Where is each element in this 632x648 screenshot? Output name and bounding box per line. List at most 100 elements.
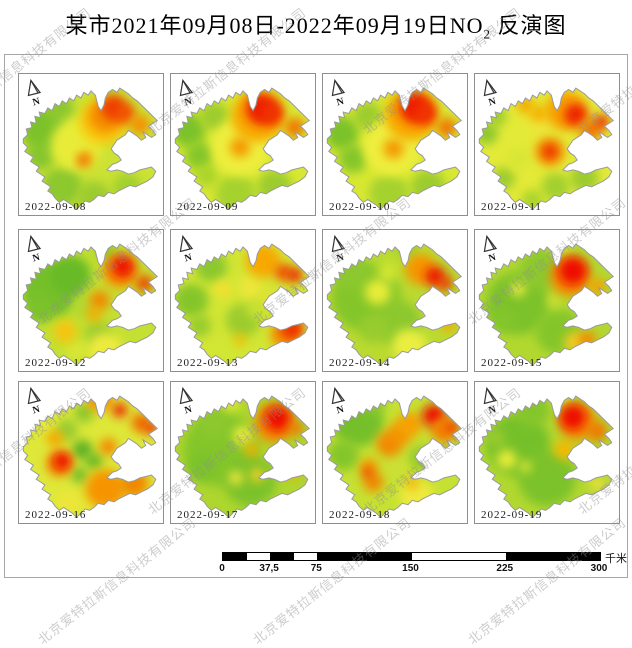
no2-hotspot bbox=[238, 275, 262, 298]
no2-raster-map bbox=[478, 395, 615, 519]
no2-raster-map bbox=[22, 243, 159, 367]
no2-hotspot bbox=[407, 445, 434, 471]
scale-tick-label: 37,5 bbox=[259, 563, 279, 574]
no2-hotspot bbox=[392, 328, 427, 363]
no2-raster-map bbox=[326, 243, 463, 367]
figure-frame: N 2022-09-08 N 2022-09-09 bbox=[4, 54, 628, 578]
no2-hotspot bbox=[287, 268, 303, 283]
no2-hotspot bbox=[185, 141, 215, 170]
scale-segment bbox=[246, 553, 271, 560]
no2-hotspot bbox=[511, 282, 526, 297]
no2-hotspot bbox=[547, 293, 562, 308]
no2-hotspot bbox=[519, 460, 532, 473]
no2-raster-map bbox=[22, 395, 159, 519]
city-boundary bbox=[478, 395, 615, 519]
north-label: N bbox=[31, 96, 41, 109]
no2-hotspot bbox=[135, 275, 153, 293]
city-boundary bbox=[478, 87, 615, 211]
north-label: N bbox=[335, 252, 345, 265]
no2-hotspot bbox=[274, 263, 292, 281]
map-panel: N 2022-09-11 bbox=[474, 73, 620, 216]
no2-hotspot bbox=[284, 117, 305, 138]
panel-date: 2022-09-13 bbox=[177, 357, 239, 369]
no2-hotspot bbox=[436, 117, 457, 138]
panel-date: 2022-09-14 bbox=[329, 357, 391, 369]
north-label: N bbox=[31, 404, 41, 417]
scale-bar: 0 37,5 75 150 225 300 千米 bbox=[219, 552, 627, 574]
scale-segment bbox=[270, 553, 294, 560]
city-boundary bbox=[22, 87, 159, 211]
north-label: N bbox=[487, 96, 497, 109]
no2-raster-map bbox=[174, 87, 311, 211]
no2-hotspot bbox=[260, 102, 284, 125]
no2-hotspot bbox=[529, 105, 547, 122]
no2-hotspot bbox=[578, 331, 596, 349]
panel-date: 2022-09-11 bbox=[481, 201, 542, 213]
map-panel: N 2022-09-10 bbox=[322, 73, 468, 216]
scale-bar-unit: 千米 bbox=[605, 553, 627, 565]
no2-hotspot bbox=[338, 144, 368, 173]
no2-hotspot bbox=[188, 314, 212, 338]
no2-hotspot bbox=[46, 429, 64, 447]
scale-segment bbox=[505, 553, 600, 560]
no2-hotspot bbox=[230, 137, 251, 158]
map-panel: N 2022-09-09 bbox=[170, 73, 316, 216]
no2-hotspot bbox=[195, 251, 228, 283]
north-arrow-icon: N bbox=[27, 78, 42, 109]
no2-hotspot bbox=[492, 308, 516, 332]
no2-hotspot bbox=[129, 114, 151, 135]
panel-date: 2022-09-19 bbox=[481, 509, 543, 521]
no2-raster-map bbox=[174, 395, 311, 519]
no2-hotspot bbox=[73, 403, 94, 423]
city-boundary bbox=[174, 395, 311, 519]
no2-hotspot bbox=[234, 334, 246, 346]
map-panel: N 2022-09-18 bbox=[322, 381, 468, 524]
title-suffix: 反演图 bbox=[491, 13, 567, 38]
scale-segment bbox=[223, 553, 247, 560]
no2-hotspot bbox=[377, 262, 398, 283]
no2-hotspot bbox=[541, 172, 571, 201]
no2-raster-map bbox=[326, 395, 463, 519]
north-arrow-icon: N bbox=[483, 78, 498, 109]
no2-hotspot bbox=[244, 442, 259, 457]
no2-hotspot bbox=[53, 452, 71, 470]
no2-hotspot bbox=[353, 102, 383, 131]
no2-hotspot bbox=[446, 421, 459, 433]
map-panel: N 2022-09-17 bbox=[170, 381, 316, 524]
no2-hotspot bbox=[364, 279, 391, 305]
north-label: N bbox=[183, 404, 193, 417]
north-label: N bbox=[487, 252, 497, 265]
scale-segment bbox=[411, 553, 506, 560]
north-arrow-icon: N bbox=[331, 78, 346, 108]
scale-tick-label: 75 bbox=[310, 563, 322, 574]
no2-hotspot bbox=[228, 470, 243, 485]
north-arrow-icon: N bbox=[179, 386, 194, 417]
no2-hotspot bbox=[518, 449, 576, 507]
no2-hotspot bbox=[264, 405, 291, 432]
no2-hotspot bbox=[496, 449, 517, 470]
no2-hotspot bbox=[492, 167, 516, 190]
no2-hotspot bbox=[383, 138, 404, 159]
no2-hotspot bbox=[413, 102, 437, 125]
north-arrow-icon: N bbox=[483, 386, 498, 417]
no2-hotspot bbox=[558, 256, 588, 285]
no2-hotspot bbox=[199, 410, 229, 439]
no2-hotspot bbox=[89, 290, 110, 311]
north-arrow-icon: N bbox=[27, 386, 42, 417]
north-label: N bbox=[183, 252, 193, 265]
no2-hotspot bbox=[542, 144, 558, 159]
panel-date: 2022-09-10 bbox=[329, 201, 391, 213]
no2-hotspot bbox=[588, 277, 607, 295]
no2-raster-map bbox=[22, 87, 159, 211]
north-label: N bbox=[487, 404, 497, 417]
scale-tick-label: 300 bbox=[590, 563, 608, 574]
no2-hotspot bbox=[327, 439, 359, 471]
no2-hotspot bbox=[594, 114, 609, 129]
map-panel: N 2022-09-16 bbox=[18, 381, 164, 524]
no2-hotspot bbox=[564, 103, 588, 127]
city-boundary bbox=[326, 87, 463, 211]
no2-hotspot bbox=[199, 102, 229, 131]
no2-hotspot bbox=[99, 438, 117, 456]
no2-hotspot bbox=[559, 404, 586, 430]
no2-hotspot bbox=[72, 439, 93, 460]
